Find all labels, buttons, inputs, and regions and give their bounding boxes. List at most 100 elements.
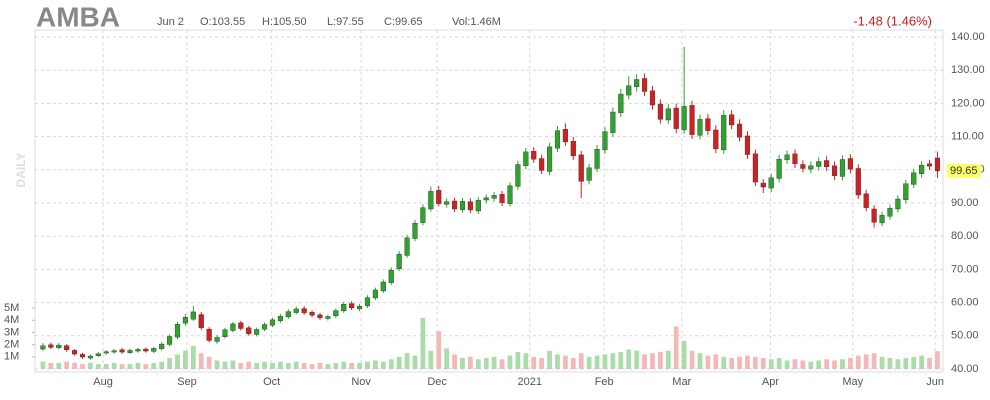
volume-bar [650,353,655,369]
volume-bar [903,358,909,369]
last-price-label: 99.65 [950,165,978,177]
volume-bar [151,362,157,369]
candle-body [507,185,513,204]
candle-body [277,316,283,322]
volume-bar [111,362,117,369]
volume-bar [555,354,560,369]
candle-body [151,348,157,352]
candle-body [855,168,861,196]
candle-body [254,329,260,335]
volume-bar [270,362,275,369]
x-tick-label: Nov [351,376,371,388]
candle-body [523,151,529,167]
volume-bar [531,356,537,369]
candle-body [665,108,671,121]
volume-bar [594,355,600,369]
chart-title: AMBA [36,1,120,32]
volume-bar [563,355,568,369]
volume-bar [768,359,774,369]
volume-tick-label: 4M [4,314,19,326]
candle-body [863,193,869,208]
candle-body [309,312,315,316]
volume-bar [824,359,830,369]
volume-bar [681,340,687,369]
candle-body [364,297,371,307]
volume-bar [341,361,347,369]
y-tick-label: 110.00 [951,131,984,143]
candle-body [103,351,109,354]
candle-body [182,317,188,324]
candle-body [388,269,394,283]
volume-bar [404,353,410,369]
volume-bar [721,356,727,369]
volume-bar [705,355,711,369]
volume-bar [40,361,46,369]
candle-body [808,165,814,170]
candle-body [428,191,434,210]
volume-bar [135,362,141,369]
volume-tick-label: 5M [4,302,19,314]
volume-bar [483,358,489,369]
candle-body [372,289,378,299]
candle-body [119,349,125,353]
candle-body [230,323,236,331]
volume-bar [325,364,331,369]
volume-bar [745,355,750,369]
volume-bar [935,351,940,369]
volume-bar [816,360,822,369]
candle-body [721,115,727,151]
candle-body [768,177,774,189]
volume-bar [373,360,378,369]
volume-bar [729,358,735,369]
candle-body [871,208,877,223]
volume-bar [333,362,339,369]
volume-bar [388,359,394,369]
volume-bar [468,356,473,369]
volume-bar [523,353,529,369]
volume-bar [175,354,180,369]
volume-bar [610,353,616,369]
candle-body [839,159,846,177]
volume-bar [618,351,624,369]
candle-body [436,190,442,204]
candle-body [554,130,561,149]
candle-body [784,154,790,161]
volume-bar [309,364,315,369]
volume-bar [784,360,790,369]
candle-body [713,129,719,150]
volume-bar [436,331,442,369]
candle-body [816,161,822,167]
volume-bar [737,356,742,369]
candle-body [159,343,165,349]
candle-body [752,153,758,183]
volume-bar [380,361,386,369]
candle-body [246,327,252,335]
candle-body [451,200,458,210]
volume-bar [301,362,307,369]
candle-body [317,314,323,319]
candle-body [238,322,244,329]
candle-body [206,328,212,341]
candle-body [618,93,624,113]
candle-body [56,344,62,348]
x-tick-label: 2021 [518,376,542,388]
volume-bar [539,358,545,369]
y-tick-label: 70.00 [951,263,979,275]
candle-body [285,311,291,318]
candle-body [420,207,426,223]
volume-bar [357,362,362,369]
y-tick-label: 60.00 [951,297,979,309]
candle-body [831,165,838,176]
candle-body [167,336,173,345]
candle-body [40,345,46,350]
volume-bar [293,361,299,369]
y-tick-label: 130.00 [951,64,985,76]
volume-bar [230,360,236,369]
volume-bar [602,354,608,369]
x-tick-label: Sep [177,376,197,388]
volume-bar [776,358,782,369]
candle-body [95,353,101,356]
volume-bar [879,356,885,369]
x-tick-label: Dec [427,376,447,388]
candle-body [341,304,347,312]
